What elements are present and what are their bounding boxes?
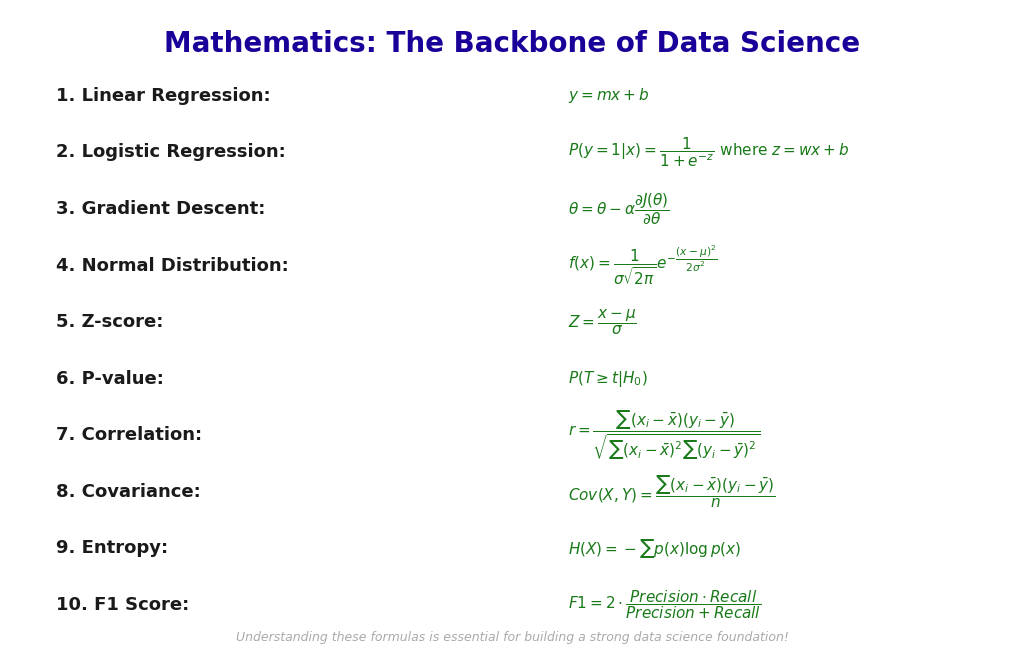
Text: 9. Entropy:: 9. Entropy: — [56, 539, 168, 557]
Text: 6. P-value:: 6. P-value: — [56, 369, 164, 387]
Text: Understanding these formulas is essential for building a strong data science fou: Understanding these formulas is essentia… — [236, 631, 788, 644]
Text: 10. F1 Score:: 10. F1 Score: — [56, 596, 189, 614]
Text: $P(T \geq t|H_0)$: $P(T \geq t|H_0)$ — [568, 369, 648, 389]
Text: $Cov(X, Y) = \dfrac{\sum(x_i - \bar{x})(y_i - \bar{y})}{n}$: $Cov(X, Y) = \dfrac{\sum(x_i - \bar{x})(… — [568, 473, 776, 510]
Text: $r = \dfrac{\sum(x_i - \bar{x})(y_i - \bar{y})}{\sqrt{\sum(x_i - \bar{x})^2 \sum: $r = \dfrac{\sum(x_i - \bar{x})(y_i - \b… — [568, 408, 761, 462]
Text: 7. Correlation:: 7. Correlation: — [56, 426, 203, 444]
Text: 1. Linear Regression:: 1. Linear Regression: — [56, 87, 271, 105]
Text: $P(y = 1|x) = \dfrac{1}{1+e^{-z}}$ where $z = wx + b$: $P(y = 1|x) = \dfrac{1}{1+e^{-z}}$ where… — [568, 136, 850, 169]
Text: 4. Normal Distribution:: 4. Normal Distribution: — [56, 256, 289, 274]
Text: $Z = \dfrac{x - \mu}{\sigma}$: $Z = \dfrac{x - \mu}{\sigma}$ — [568, 307, 637, 337]
Text: $H(X) = -\sum p(x)\log p(x)$: $H(X) = -\sum p(x)\log p(x)$ — [568, 537, 741, 560]
Text: 5. Z-score:: 5. Z-score: — [56, 313, 164, 331]
Text: $y = mx + b$: $y = mx + b$ — [568, 87, 650, 105]
Text: $F1 = 2 \cdot \dfrac{Precision \cdot Recall}{Precision + Recall}$: $F1 = 2 \cdot \dfrac{Precision \cdot Rec… — [568, 588, 762, 621]
Text: $f(x) = \dfrac{1}{\sigma\sqrt{2\pi}}e^{-\dfrac{(x-\mu)^2}{2\sigma^2}}$: $f(x) = \dfrac{1}{\sigma\sqrt{2\pi}}e^{-… — [568, 244, 718, 288]
Text: 8. Covariance:: 8. Covariance: — [56, 483, 201, 501]
Text: 3. Gradient Descent:: 3. Gradient Descent: — [56, 200, 265, 218]
Text: $\theta = \theta - \alpha\dfrac{\partial J(\theta)}{\partial\theta}$: $\theta = \theta - \alpha\dfrac{\partial… — [568, 191, 670, 227]
Text: 2. Logistic Regression:: 2. Logistic Regression: — [56, 143, 286, 161]
Text: Mathematics: The Backbone of Data Science: Mathematics: The Backbone of Data Scienc… — [164, 30, 860, 58]
